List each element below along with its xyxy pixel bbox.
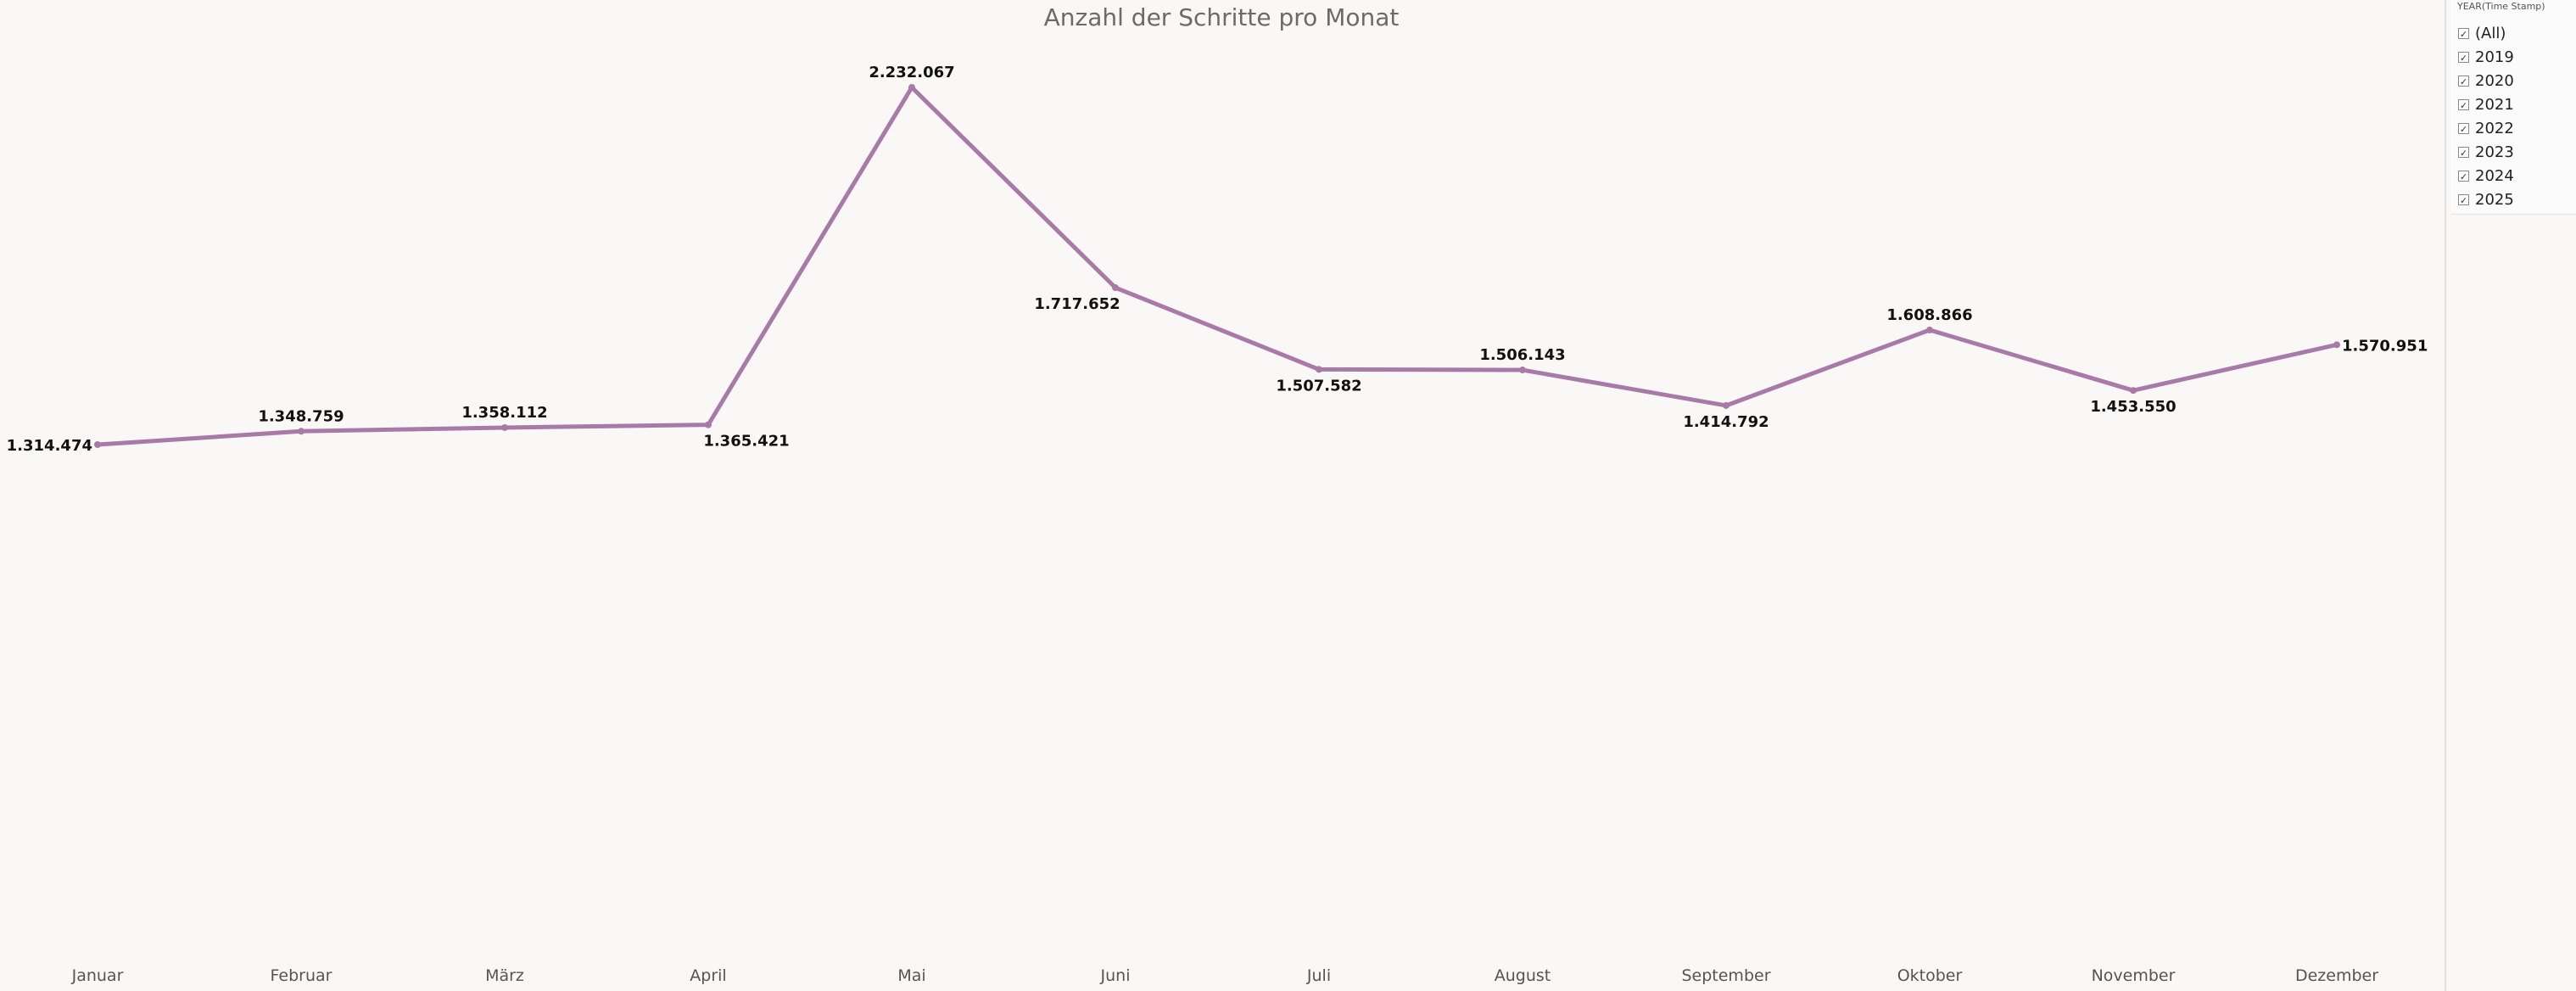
x-tick-label: April	[690, 966, 726, 985]
data-label: 1.414.792	[1683, 413, 1769, 431]
x-tick-label: Dezember	[2295, 966, 2378, 985]
data-point-juli[interactable]	[1316, 366, 1322, 373]
filter-item-label: 2025	[2475, 190, 2514, 209]
x-tick-label: Juni	[1100, 966, 1131, 985]
filter-item-label: 2023	[2475, 143, 2514, 161]
data-label: 1.717.652	[1034, 295, 1120, 313]
data-point-januar[interactable]	[94, 441, 101, 448]
checkbox-icon[interactable]: ✓	[2458, 98, 2469, 111]
line-chart: 1.314.474 Januar 1.348.759 Februar 1.358.112…	[7, 64, 2428, 985]
data-label: 1.453.550	[2090, 398, 2176, 416]
chart-area: Anzahl der Schritte pro Monat 1.314.474 J…	[7, 3, 2428, 985]
checkbox-icon[interactable]: ✓	[2458, 193, 2469, 206]
series-line	[97, 85, 2338, 447]
checkbox-icon[interactable]: ✓	[2458, 51, 2469, 64]
data-label: 1.507.582	[1276, 377, 1361, 395]
filter-item-label: 2022	[2475, 119, 2514, 137]
filter-item-2021[interactable]: ✓ 2021	[2451, 92, 2576, 116]
data-label: 1.570.951	[2342, 337, 2428, 355]
data-label: 1.365.421	[703, 433, 789, 451]
x-tick-label: Oktober	[1897, 966, 1963, 985]
data-label: 1.506.143	[1479, 346, 1565, 364]
x-tick-label: November	[2092, 966, 2176, 985]
data-label: 1.314.474	[7, 437, 92, 455]
data-point-april[interactable]	[705, 421, 712, 428]
checkbox-icon[interactable]: ✓	[2458, 27, 2469, 40]
checkbox-icon[interactable]: ✓	[2458, 75, 2469, 87]
data-point-august[interactable]	[1519, 367, 1526, 374]
data-point-september[interactable]	[1723, 401, 1729, 409]
filter-item-label: 2021	[2475, 95, 2514, 114]
filter-item-2023[interactable]: ✓ 2023	[2451, 140, 2576, 164]
data-point-februar[interactable]	[298, 428, 305, 435]
x-tick-label: März	[485, 966, 524, 985]
checkbox-icon[interactable]: ✓	[2458, 122, 2469, 135]
data-label: 1.608.866	[1886, 306, 1972, 324]
filter-title: YEAR(Time Stamp)	[2457, 1, 2545, 12]
data-label: 2.232.067	[869, 64, 954, 81]
data-label: 1.348.759	[258, 407, 344, 425]
data-point-dezember[interactable]	[2333, 341, 2340, 349]
x-tick-label: Mai	[897, 966, 925, 985]
panel-divider	[2445, 0, 2446, 991]
checkbox-icon[interactable]: ✓	[2458, 170, 2469, 182]
filter-item-2024[interactable]: ✓ 2024	[2451, 164, 2576, 188]
data-point-oktober[interactable]	[1926, 326, 1933, 333]
checkbox-icon[interactable]: ✓	[2458, 146, 2469, 159]
filter-item-2020[interactable]: ✓ 2020	[2451, 69, 2576, 92]
filter-list: ✓ (All) ✓ 2019 ✓ 2020 ✓ 2021 ✓ 2022 ✓ 2023 ✓ 2024 ✓ 202…	[2451, 21, 2576, 211]
filter-item-2022[interactable]: ✓ 2022	[2451, 116, 2576, 140]
filter-item-2019[interactable]: ✓ 2019	[2451, 45, 2576, 69]
data-point-mai[interactable]	[908, 84, 915, 91]
filter-item-2025[interactable]: ✓ 2025	[2451, 188, 2576, 211]
year-filter-panel: YEAR(Time Stamp) ✓ (All) ✓ 2019 ✓ 2020 ✓ 2021 ✓ 2…	[2451, 0, 2576, 215]
chart-title: Anzahl der Schritte pro Monat	[1043, 3, 1400, 31]
data-point-märz[interactable]	[501, 423, 508, 431]
x-tick-label: Februar	[271, 966, 332, 985]
data-point-november[interactable]	[2130, 387, 2137, 395]
x-tick-label: September	[1681, 966, 1770, 985]
x-tick-label: Januar	[71, 966, 124, 985]
filter-item-label: 2019	[2475, 48, 2514, 66]
filter-item-all[interactable]: ✓ (All)	[2451, 21, 2576, 45]
data-point-juni[interactable]	[1112, 284, 1119, 292]
x-tick-label: August	[1495, 966, 1551, 985]
filter-item-label: (All)	[2475, 24, 2506, 42]
data-label: 1.358.112	[461, 404, 547, 422]
filter-item-label: 2024	[2475, 166, 2514, 185]
filter-item-label: 2020	[2475, 71, 2514, 90]
x-tick-label: Juli	[1306, 966, 1331, 985]
